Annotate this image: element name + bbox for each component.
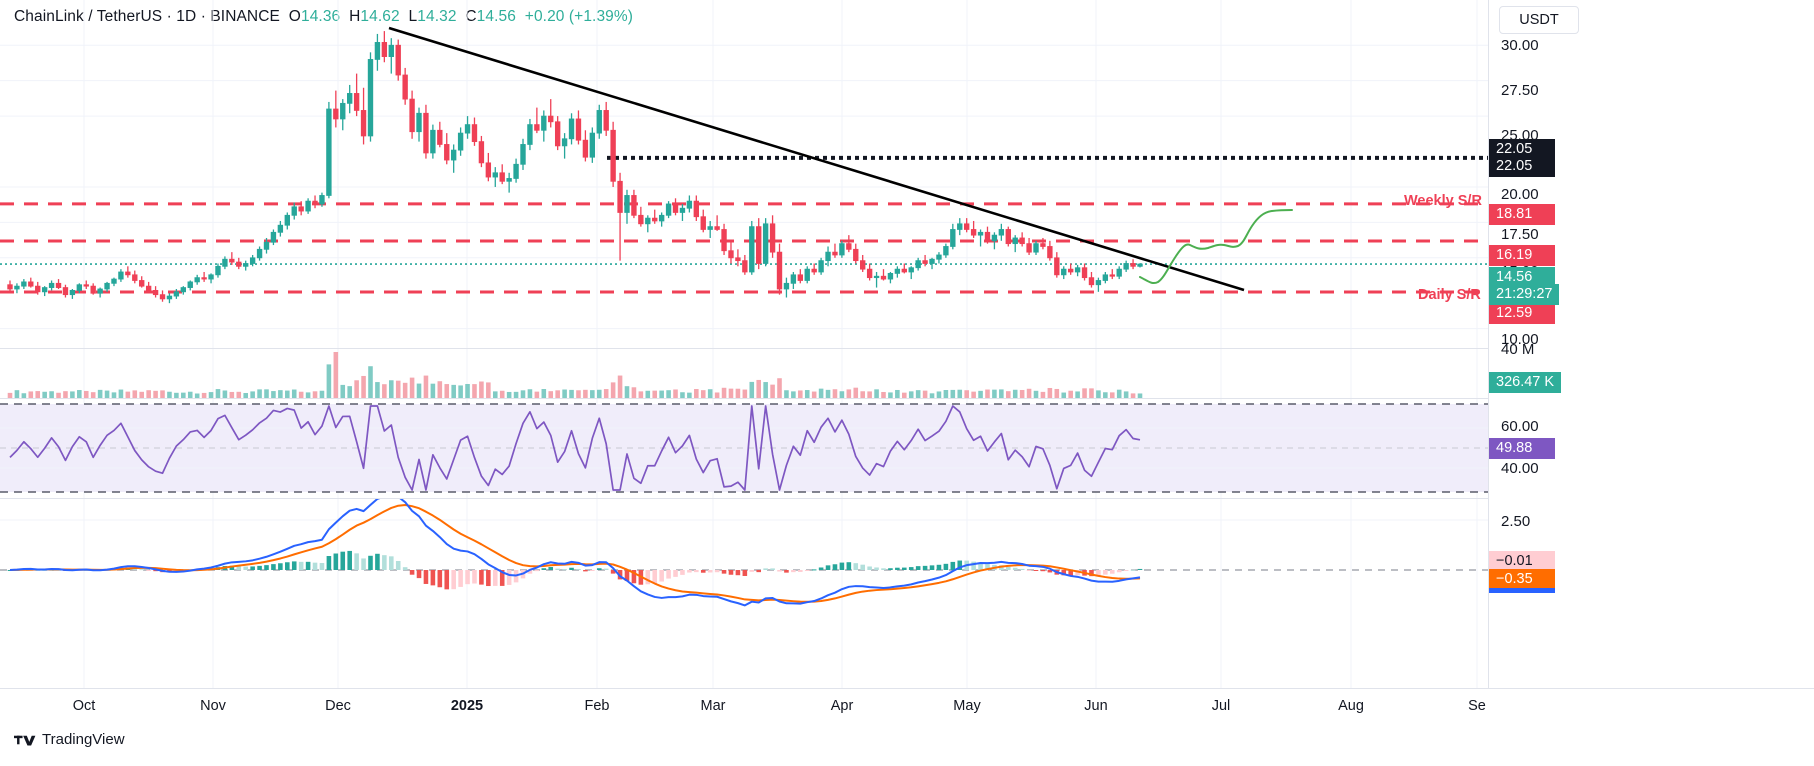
time-label-se: Se bbox=[1468, 698, 1486, 714]
time-label-apr: Apr bbox=[830, 698, 854, 714]
macd-line-strip bbox=[1489, 588, 1555, 593]
volume-axis-label: 40 M bbox=[1501, 341, 1535, 358]
legend-close-value: 14.56 bbox=[476, 8, 516, 25]
macd-pane[interactable] bbox=[0, 498, 1488, 688]
macd-value-badge[interactable]: −0.35 bbox=[1489, 569, 1555, 590]
legend-low-value: 14.32 bbox=[417, 8, 457, 25]
resistance-top-badge[interactable]: 22.05 bbox=[1489, 139, 1555, 160]
legend-close-label: C bbox=[465, 8, 477, 25]
rsi-value-badge[interactable]: 49.88 bbox=[1489, 438, 1555, 459]
legend-low-label: L bbox=[408, 8, 418, 25]
currency-badge[interactable]: USDT bbox=[1499, 6, 1579, 34]
daily-sr-annotation[interactable]: Daily S/R bbox=[1418, 287, 1481, 303]
time-label-2025: 2025 bbox=[450, 698, 484, 714]
weekly-sr-annotation[interactable]: Weekly S/R bbox=[1404, 193, 1482, 209]
tradingview-footer[interactable]: TradingView bbox=[14, 731, 125, 748]
tradingview-logo-icon bbox=[14, 735, 36, 745]
macd-signal-badge[interactable]: −0.01 bbox=[1489, 551, 1555, 572]
tradingview-brand: TradingView bbox=[42, 731, 125, 748]
resistance-line-badge[interactable]: 22.05 bbox=[1489, 156, 1555, 177]
time-label-may: May bbox=[953, 698, 981, 714]
legend-high-label: H bbox=[349, 8, 361, 25]
price-scale[interactable]: USDT 30.00 27.50 25.00 20.00 17.50 15.00… bbox=[1488, 0, 1814, 688]
legend-sep-2: · bbox=[196, 8, 211, 25]
price-tick-10: 10.00 bbox=[1501, 331, 1539, 348]
rsi-plot bbox=[0, 398, 1488, 498]
daily-sr-badge[interactable]: 12.59 bbox=[1489, 303, 1555, 324]
legend-sep-1: · bbox=[162, 8, 177, 25]
price-pane[interactable] bbox=[0, 0, 1488, 348]
pane-separator-volume bbox=[0, 348, 1814, 349]
legend-symbol[interactable]: ChainLink / TetherUS bbox=[14, 8, 163, 25]
time-label-jul: Jul bbox=[1211, 698, 1231, 714]
countdown-badge[interactable]: 21:29:27 bbox=[1489, 284, 1560, 305]
price-tick-17-50: 17.50 bbox=[1501, 226, 1539, 243]
legend-open-value: 14.36 bbox=[300, 8, 341, 25]
legend-exchange[interactable]: BINANCE bbox=[210, 8, 280, 25]
pane-separator-rsi bbox=[0, 398, 1814, 399]
price-tick-20: 20.00 bbox=[1501, 186, 1539, 203]
volume-pane[interactable] bbox=[0, 348, 1488, 398]
volume-value-badge[interactable]: 326.47 K bbox=[1489, 372, 1562, 393]
legend-change: +0.20 (+1.39%) bbox=[524, 8, 634, 25]
time-label-aug: Aug bbox=[1338, 698, 1364, 714]
last-price-badge[interactable]: 14.56 bbox=[1489, 267, 1555, 288]
time-label-jun: Jun bbox=[1084, 698, 1108, 714]
mid-sr-badge[interactable]: 16.19 bbox=[1489, 245, 1555, 266]
macd-plot bbox=[0, 498, 1488, 688]
time-scale[interactable]: Oct Nov Dec 2025 Feb Mar Apr May Jun Jul Aug Se bbox=[0, 688, 1814, 725]
volume-plot bbox=[7, 348, 1478, 398]
rsi-upper-tick: 60.00 bbox=[1501, 418, 1539, 435]
price-tick-30: 30.00 bbox=[1501, 37, 1539, 54]
time-label-nov: Nov bbox=[200, 698, 226, 714]
price-tick-27-50: 27.50 bbox=[1501, 82, 1539, 99]
time-label-oct: Oct bbox=[72, 698, 96, 714]
time-label-dec: Dec bbox=[325, 698, 351, 714]
legend-open-label: O bbox=[288, 8, 301, 25]
time-label-mar: Mar bbox=[700, 698, 726, 714]
pane-separator-macd bbox=[0, 498, 1814, 499]
time-label-feb: Feb bbox=[584, 698, 610, 714]
rsi-lower-tick: 40.00 bbox=[1501, 460, 1539, 477]
legend-high-value: 14.62 bbox=[360, 8, 400, 25]
rsi-pane[interactable] bbox=[0, 398, 1488, 498]
chart-legend[interactable]: ChainLink / TetherUS · 1D · BINANCE O14.… bbox=[14, 8, 633, 26]
legend-interval[interactable]: 1D bbox=[176, 8, 197, 25]
macd-upper-tick: 2.50 bbox=[1501, 513, 1531, 530]
candlestick-plot bbox=[0, 0, 1488, 348]
weekly-sr-badge[interactable]: 18.81 bbox=[1489, 204, 1555, 225]
